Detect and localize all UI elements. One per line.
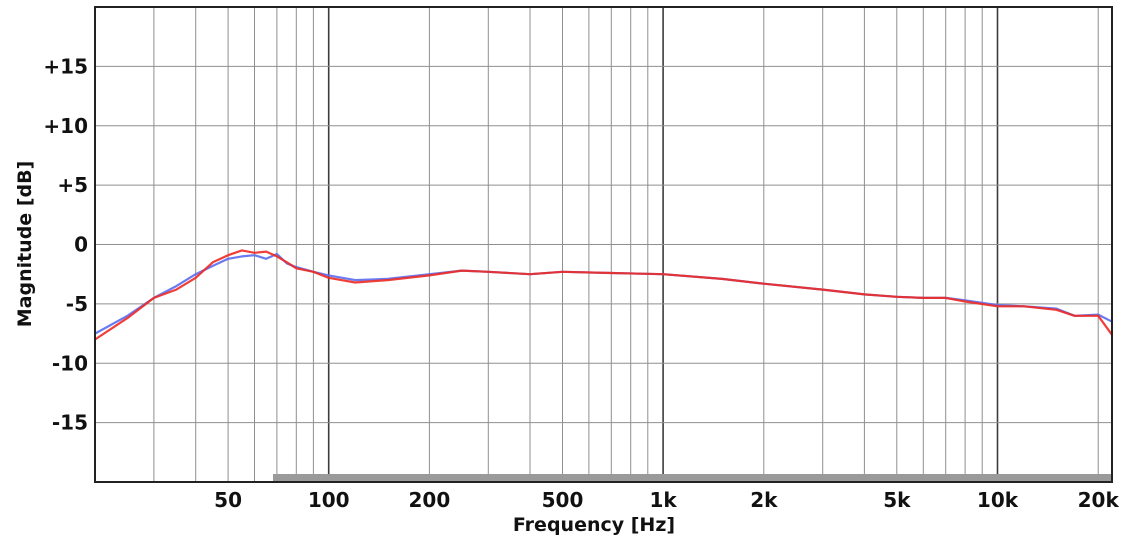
x-tick-label: 10k (977, 488, 1019, 512)
x-axis-shaded-band (273, 474, 1112, 482)
y-tick-label: -15 (52, 411, 88, 435)
x-tick-label: 20k (1078, 488, 1120, 512)
grid (95, 7, 1112, 482)
x-tick-label: 100 (308, 488, 350, 512)
y-tick-label: +5 (57, 173, 88, 197)
x-tick-label: 50 (214, 488, 242, 512)
x-tick-labels: 50 100 200 500 1k 2k 5k 10k 20k (214, 488, 1119, 512)
y-tick-label: +15 (43, 54, 88, 78)
y-tick-label: -5 (66, 292, 88, 316)
plot-frame (94, 6, 1113, 483)
y-tick-label: +10 (43, 114, 88, 138)
y-tick-label: -10 (52, 351, 88, 375)
y-tick-label: 0 (74, 233, 88, 257)
x-tick-label: 1k (649, 488, 677, 512)
y-axis-title: Magnitude [dB] (14, 161, 36, 328)
series-line-2 (93, 249, 1114, 341)
x-tick-label: 200 (409, 488, 451, 512)
x-tick-label: 2k (750, 488, 778, 512)
y-tick-labels: +15 +10 +5 0 -5 -10 -15 (43, 54, 88, 434)
x-tick-label: 5k (883, 488, 911, 512)
series-layer (93, 249, 1114, 341)
x-axis-title: Frequency [Hz] (513, 514, 675, 536)
x-tick-label: 500 (542, 488, 584, 512)
